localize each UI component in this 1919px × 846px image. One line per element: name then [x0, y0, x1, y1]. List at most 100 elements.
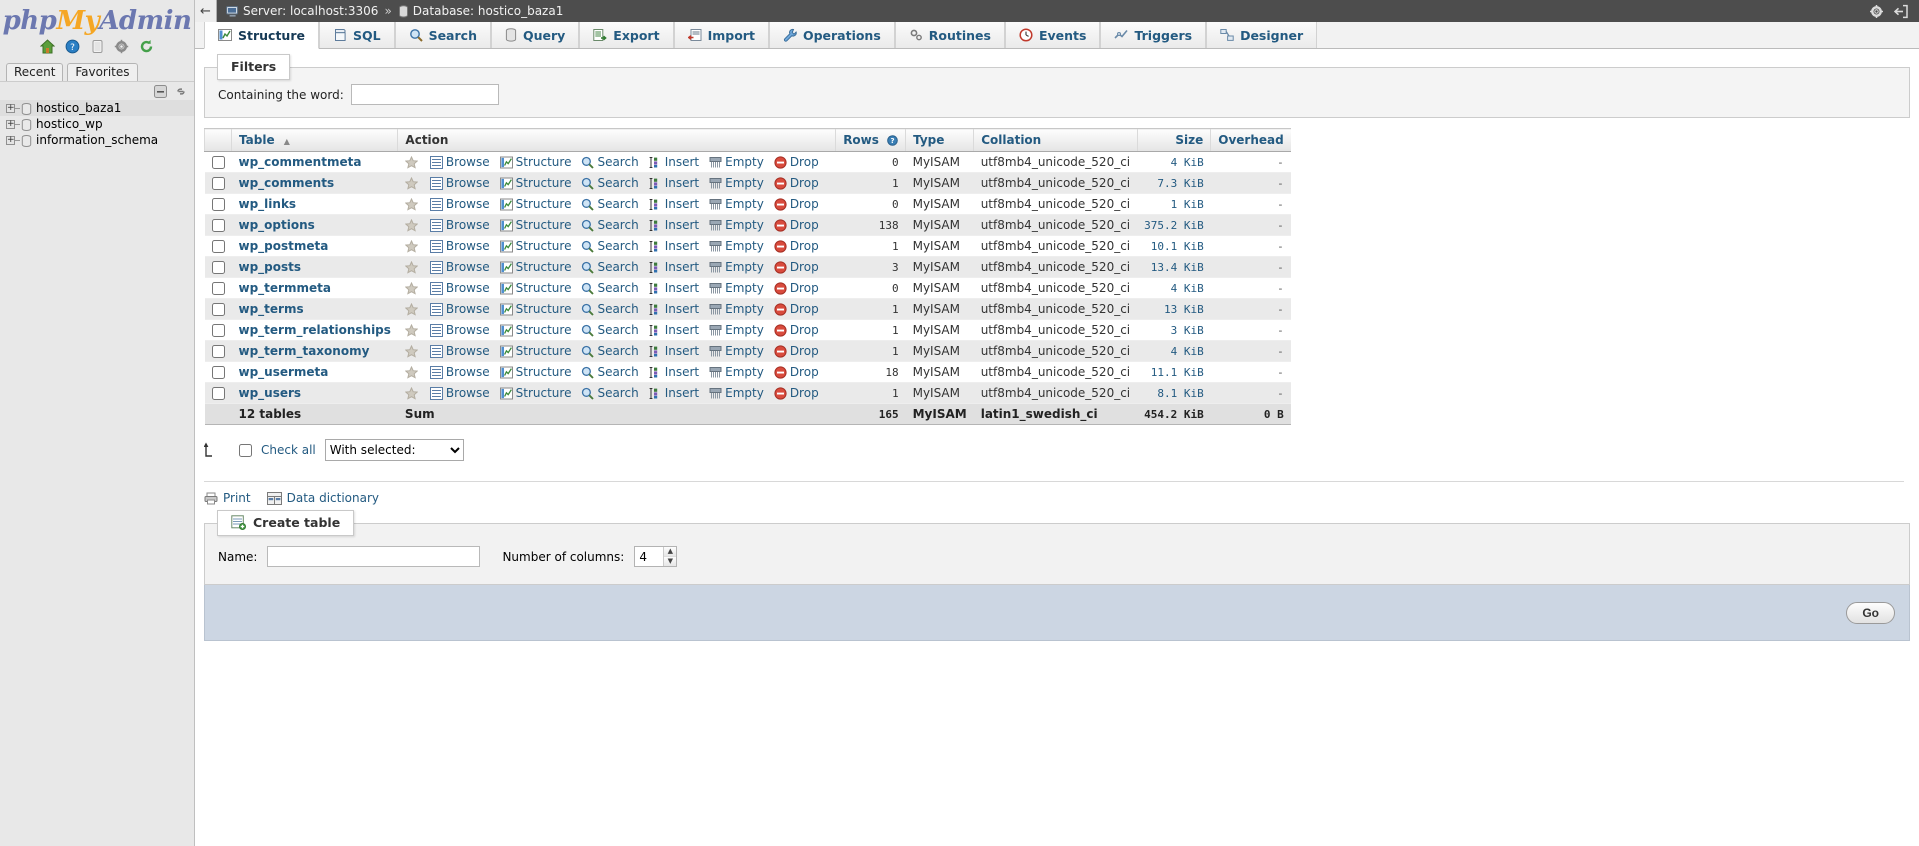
table-name-link[interactable]: wp_term_taxonomy — [238, 344, 370, 358]
tab-designer[interactable]: Designer — [1206, 22, 1318, 48]
browse-action[interactable]: Browse — [429, 281, 490, 295]
search-action[interactable]: Search — [581, 344, 639, 358]
structure-action[interactable]: Structure — [499, 323, 571, 337]
insert-action[interactable]: Insert — [649, 386, 699, 400]
browse-action[interactable]: Browse — [429, 344, 490, 358]
console-icon[interactable] — [90, 39, 105, 54]
empty-action[interactable]: Empty — [709, 218, 764, 232]
empty-action[interactable]: Empty — [709, 344, 764, 358]
table-name-link[interactable]: wp_commentmeta — [238, 155, 362, 169]
row-checkbox[interactable] — [211, 345, 225, 358]
logout-icon[interactable] — [1894, 4, 1909, 19]
sidebar-tab-recent[interactable]: Recent — [6, 63, 64, 81]
header-size[interactable]: Size — [1136, 128, 1211, 152]
expand-icon[interactable]: + — [6, 135, 15, 145]
insert-action[interactable]: Insert — [649, 218, 699, 232]
link-with-main-panel-icon[interactable] — [174, 85, 188, 98]
favorite-star-button[interactable] — [404, 323, 418, 337]
favorite-star-button[interactable] — [404, 176, 418, 190]
browse-action[interactable]: Browse — [429, 239, 490, 253]
tab-triggers[interactable]: Triggers — [1100, 22, 1207, 48]
tree-item-label[interactable]: hostico_wp — [36, 117, 103, 131]
drop-action[interactable]: Drop — [774, 260, 819, 274]
empty-action[interactable]: Empty — [709, 302, 764, 316]
check-all-checkbox[interactable] — [239, 443, 252, 457]
empty-action[interactable]: Empty — [709, 197, 764, 211]
create-table-name-input[interactable] — [267, 546, 481, 567]
drop-action[interactable]: Drop — [774, 197, 819, 211]
tree-item-label[interactable]: information_schema — [36, 133, 159, 147]
search-action[interactable]: Search — [581, 260, 639, 274]
go-button[interactable]: Go — [1846, 601, 1895, 624]
search-action[interactable]: Search — [581, 281, 639, 295]
empty-action[interactable]: Empty — [709, 323, 764, 337]
empty-action[interactable]: Empty — [709, 155, 764, 169]
search-action[interactable]: Search — [581, 155, 639, 169]
row-checkbox[interactable] — [211, 261, 225, 274]
search-action[interactable]: Search — [581, 365, 639, 379]
search-action[interactable]: Search — [581, 386, 639, 400]
browse-action[interactable]: Browse — [429, 260, 490, 274]
table-name-link[interactable]: wp_comments — [238, 176, 335, 190]
row-checkbox[interactable] — [211, 324, 225, 337]
insert-action[interactable]: Insert — [649, 260, 699, 274]
browse-action[interactable]: Browse — [429, 155, 490, 169]
tab-structure[interactable]: Structure — [204, 22, 319, 49]
expand-icon[interactable]: + — [6, 119, 15, 129]
empty-action[interactable]: Empty — [709, 386, 764, 400]
structure-action[interactable]: Structure — [499, 176, 571, 190]
empty-action[interactable]: Empty — [709, 365, 764, 379]
row-checkbox[interactable] — [211, 219, 225, 232]
structure-action[interactable]: Structure — [499, 386, 571, 400]
table-name-link[interactable]: wp_terms — [238, 302, 304, 316]
favorite-star-button[interactable] — [404, 155, 418, 169]
empty-action[interactable]: Empty — [709, 239, 764, 253]
stepper-up-icon[interactable]: ▲ — [664, 547, 677, 557]
favorite-star-button[interactable] — [404, 344, 418, 358]
row-checkbox[interactable] — [211, 282, 225, 295]
row-checkbox[interactable] — [211, 177, 225, 190]
favorite-star-button[interactable] — [404, 239, 418, 253]
structure-action[interactable]: Structure — [499, 155, 571, 169]
print-link[interactable]: Print — [204, 491, 251, 505]
help-icon[interactable]: ? — [65, 39, 80, 54]
insert-action[interactable]: Insert — [649, 302, 699, 316]
tree-item-database[interactable]: + hostico_baza1 — [0, 100, 194, 116]
drop-action[interactable]: Drop — [774, 365, 819, 379]
insert-action[interactable]: Insert — [649, 197, 699, 211]
browse-action[interactable]: Browse — [429, 386, 490, 400]
favorite-star-button[interactable] — [404, 302, 418, 316]
drop-action[interactable]: Drop — [774, 281, 819, 295]
table-name-link[interactable]: wp_options — [238, 218, 315, 232]
data-dictionary-link[interactable]: Data dictionary — [266, 491, 379, 505]
favorite-star-button[interactable] — [404, 197, 418, 211]
gear-icon[interactable] — [1869, 4, 1884, 19]
rows-help-icon[interactable]: ? — [887, 135, 898, 146]
search-action[interactable]: Search — [581, 176, 639, 190]
table-name-link[interactable]: wp_posts — [238, 260, 302, 274]
browse-action[interactable]: Browse — [429, 176, 490, 190]
insert-action[interactable]: Insert — [649, 365, 699, 379]
insert-action[interactable]: Insert — [649, 239, 699, 253]
tab-operations[interactable]: Operations — [768, 22, 895, 48]
header-overhead[interactable]: Overhead — [1210, 128, 1291, 152]
create-table-legend[interactable]: Create table — [217, 510, 355, 536]
row-checkbox[interactable] — [211, 303, 225, 316]
stepper-buttons[interactable]: ▲ ▼ — [663, 547, 677, 566]
tab-export[interactable]: Export — [579, 22, 674, 48]
tab-events[interactable]: Events — [1004, 22, 1101, 48]
insert-action[interactable]: Insert — [649, 344, 699, 358]
browse-action[interactable]: Browse — [429, 218, 490, 232]
table-name-link[interactable]: wp_term_relationships — [238, 323, 391, 337]
browse-action[interactable]: Browse — [429, 302, 490, 316]
header-collation[interactable]: Collation — [973, 128, 1138, 152]
structure-action[interactable]: Structure — [499, 260, 571, 274]
insert-action[interactable]: Insert — [649, 176, 699, 190]
drop-action[interactable]: Drop — [774, 218, 819, 232]
header-rows[interactable]: Rows ? — [835, 128, 906, 152]
row-checkbox[interactable] — [211, 156, 225, 169]
row-checkbox[interactable] — [211, 387, 225, 400]
table-name-link[interactable]: wp_links — [238, 197, 297, 211]
tree-item-label[interactable]: hostico_baza1 — [36, 101, 122, 115]
favorite-star-button[interactable] — [404, 281, 418, 295]
